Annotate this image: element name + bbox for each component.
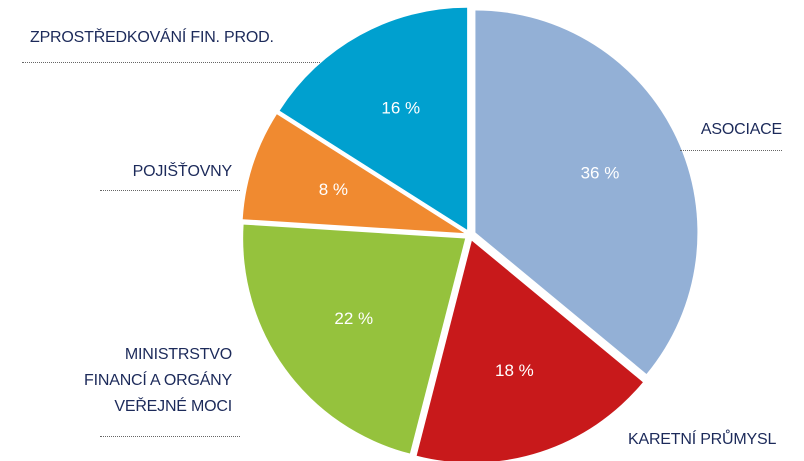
- value-label: 22 %: [334, 309, 373, 328]
- leader-line: [100, 436, 240, 437]
- pie-slice: [279, 7, 468, 230]
- value-label: 36 %: [581, 163, 620, 182]
- leader-line: [100, 190, 240, 191]
- category-label: KARETNÍ PRŮMYSL: [628, 431, 777, 448]
- leader-line: [22, 62, 320, 63]
- pie-slice: [475, 10, 698, 374]
- category-label: ZPROSTŘEDKOVÁNÍ FIN. PROD.: [30, 29, 274, 46]
- category-label: MINISTRSTVO FINANCÍ A ORGÁNY VEŘEJNÉ MOC…: [84, 346, 232, 415]
- value-label: 8 %: [319, 180, 348, 199]
- value-label: 18 %: [495, 361, 534, 380]
- pie-slice: [242, 114, 465, 234]
- pie-slice: [416, 240, 643, 461]
- category-label: ASOCIACE: [700, 121, 782, 138]
- category-label: POJIŠŤOVNY: [132, 163, 233, 180]
- value-label: 16 %: [381, 99, 420, 118]
- pie-slice: [243, 224, 466, 454]
- leader-line: [680, 150, 782, 151]
